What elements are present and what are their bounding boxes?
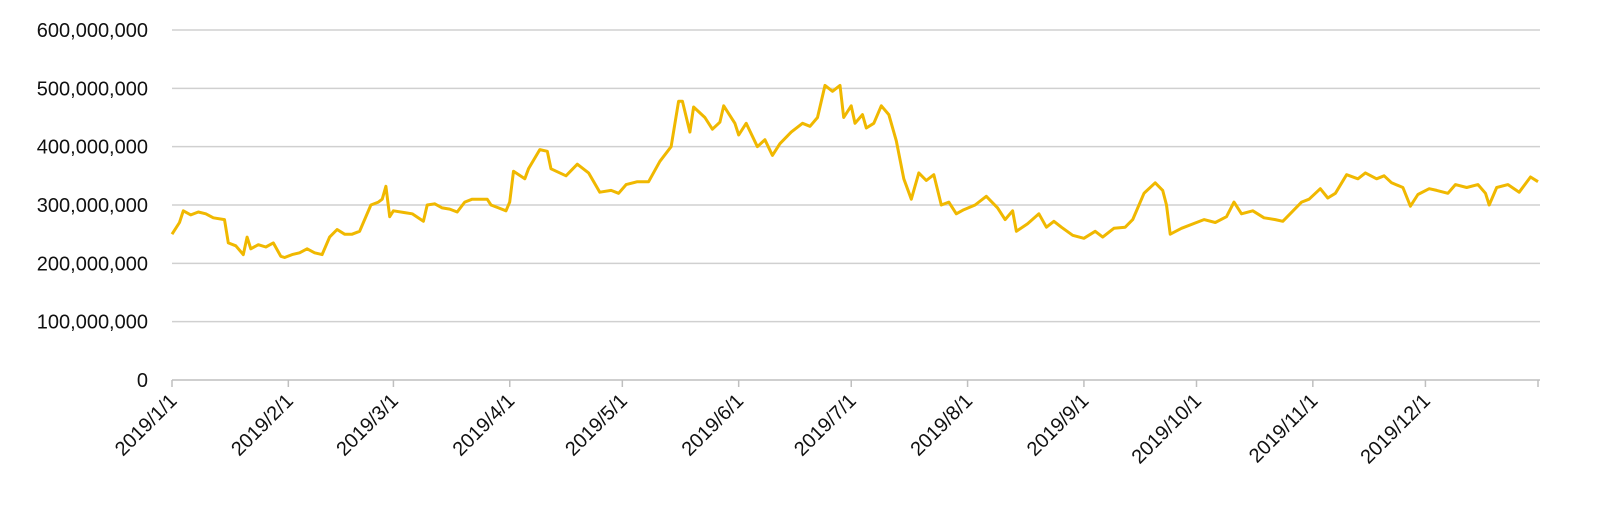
x-tick-label: 2019/7/1 [790, 390, 861, 461]
x-tick-label: 2019/8/1 [907, 390, 978, 461]
x-tick-label: 2019/6/1 [678, 390, 749, 461]
x-tick-label: 2019/9/1 [1023, 390, 1094, 461]
y-tick-label: 100,000,000 [37, 312, 148, 334]
x-tick-label: 2019/2/1 [227, 390, 298, 461]
y-tick-label: 300,000,000 [37, 195, 148, 217]
x-tick-label: 2019/4/1 [449, 390, 520, 461]
x-tick-label: 2019/3/1 [332, 390, 403, 461]
x-tick-label: 2019/5/1 [561, 390, 632, 461]
x-tick-label: 2019/12/1 [1356, 390, 1434, 468]
x-tick-label: 2019/10/1 [1128, 390, 1206, 468]
x-tick-label: 2019/11/1 [1245, 390, 1322, 467]
data-line [170, 83, 1539, 259]
y-tick-label: 400,000,000 [37, 137, 148, 159]
y-tick-label: 0 [137, 370, 148, 392]
y-tick-label: 500,000,000 [37, 78, 148, 100]
x-tick-label: 2019/1/1 [111, 390, 182, 461]
y-tick-label: 600,000,000 [37, 20, 148, 42]
y-tick-label: 200,000,000 [37, 253, 148, 275]
